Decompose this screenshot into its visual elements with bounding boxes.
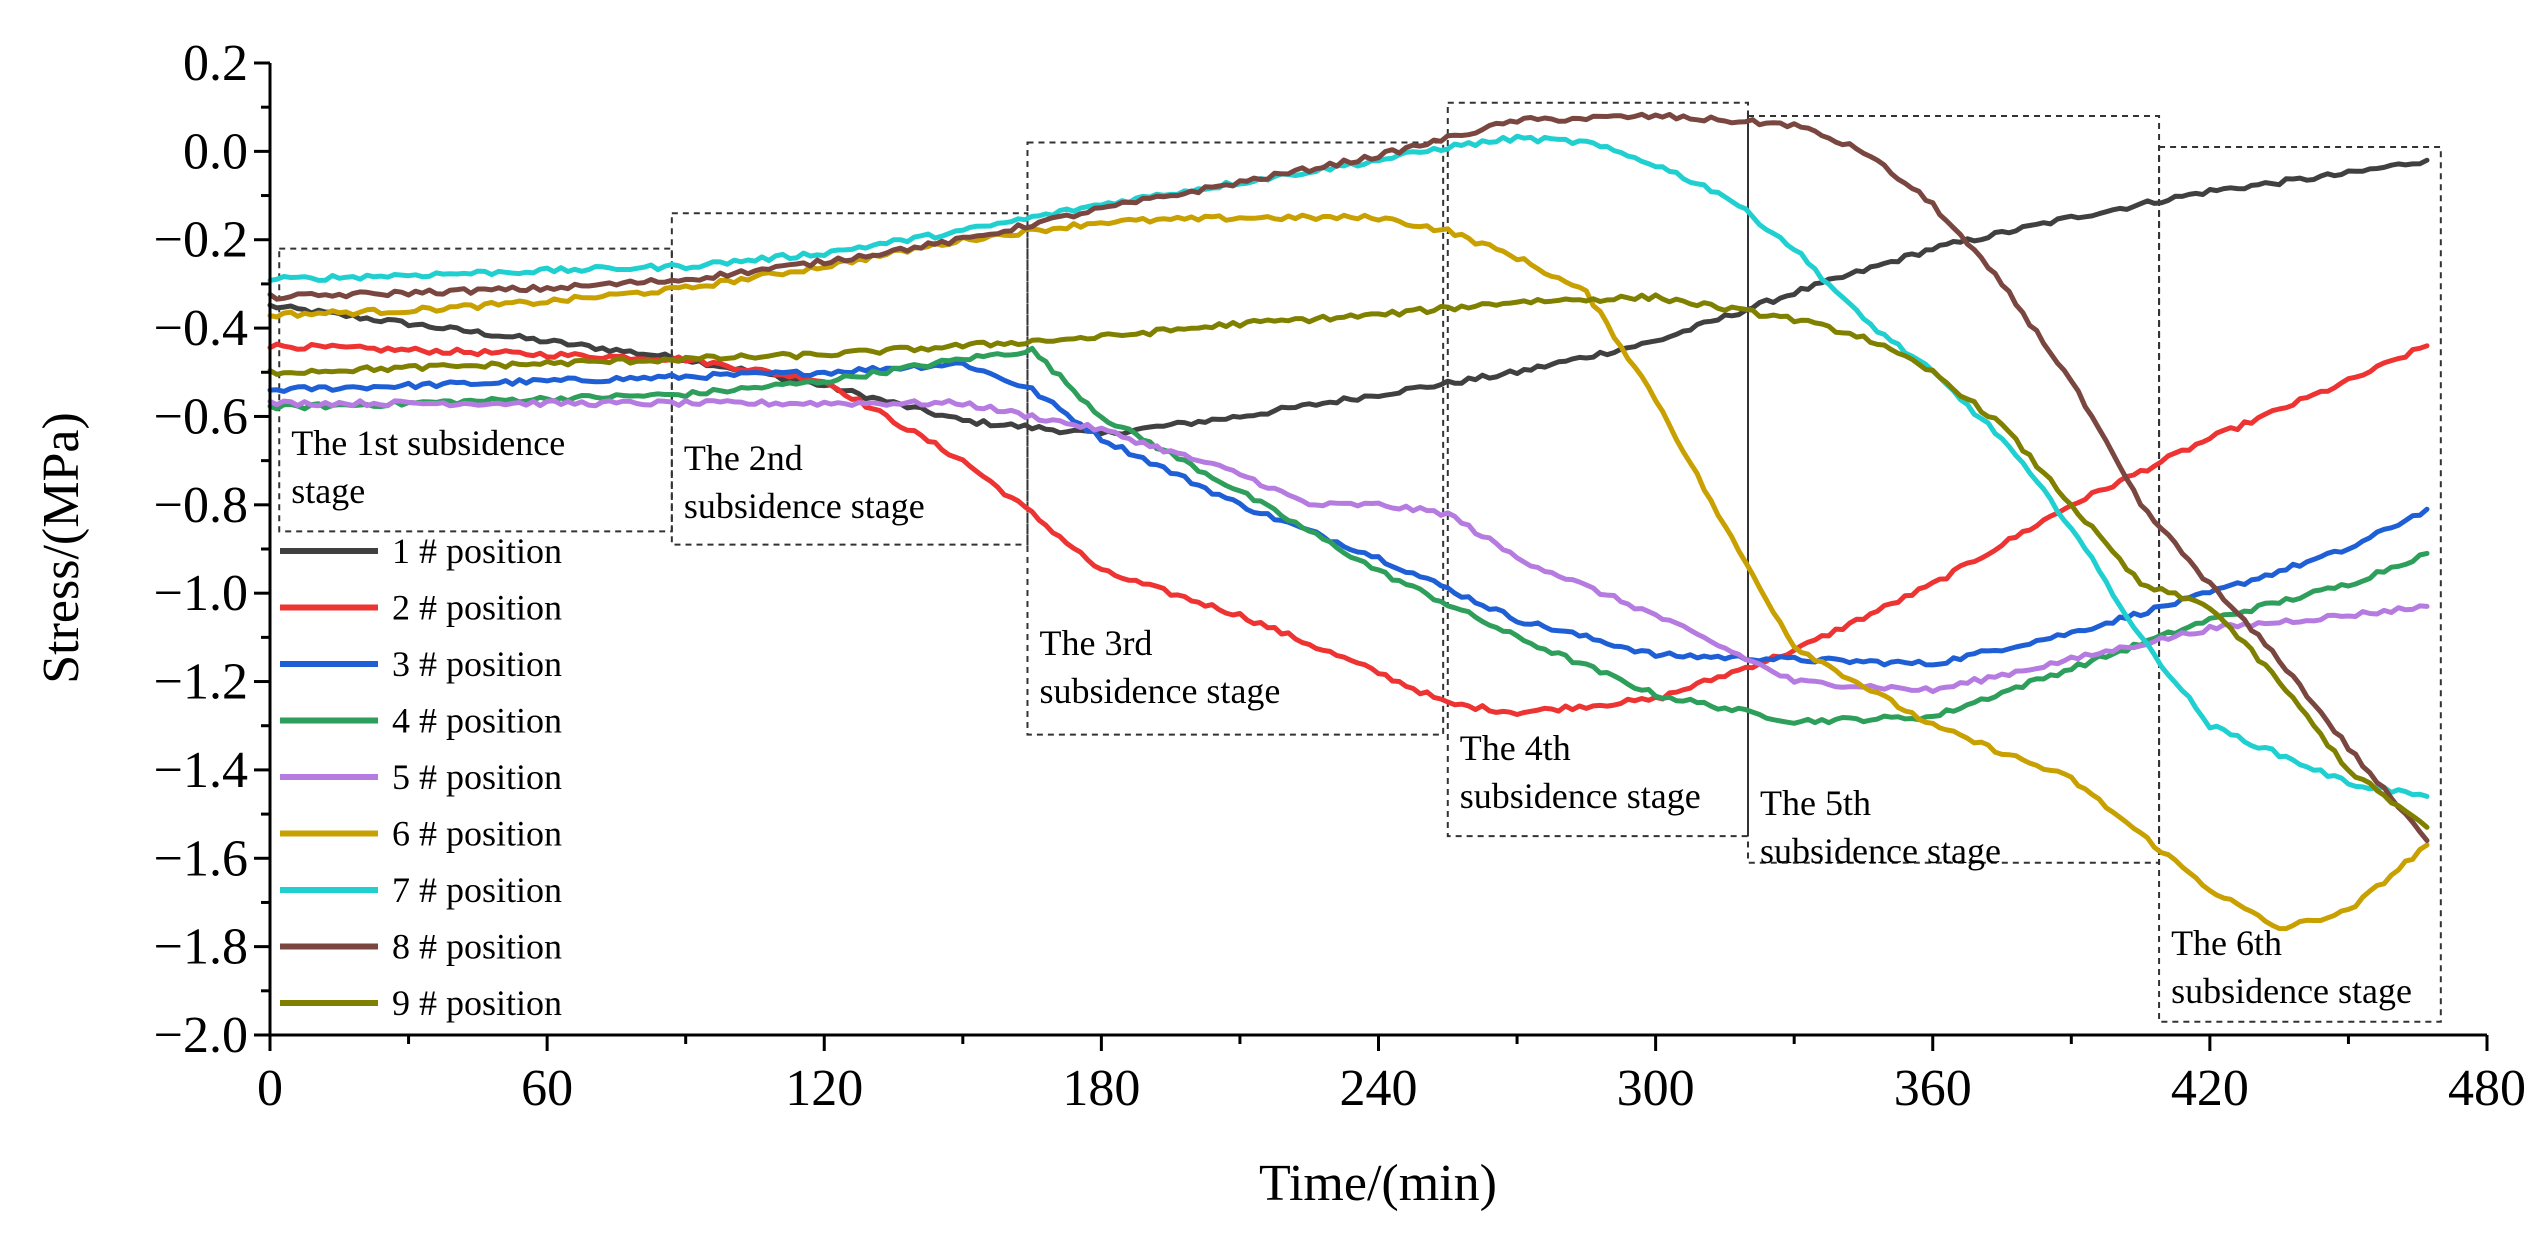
series-line-4 [267, 345, 2430, 726]
y-tick-label-6: −1.0 [154, 565, 248, 622]
x-tick-label-360: 360 [1894, 1060, 1972, 1117]
y-ticks: 0.2 0.0 −0.2 −0.4 −0.6 −0.8 −1.0 −1.2 −1.4 −1.6 −1… [154, 35, 270, 1064]
stage-label-4-line-2: subsidence stage [1460, 776, 1701, 816]
y-tick-label-4: −0.6 [154, 388, 248, 445]
y-tick-label-3: −0.4 [154, 300, 248, 357]
series-line-9 [267, 292, 2430, 830]
y-tick-label-10: −1.8 [154, 919, 248, 976]
x-tick-label-0: 0 [257, 1060, 283, 1117]
series-line-2 [267, 341, 2430, 717]
y-axis-title: Stress/(MPa) [33, 412, 90, 684]
stage-label-1-line-2: stage [291, 471, 365, 511]
stage-box-6 [2158, 145, 2442, 1023]
legend-label-6: 6 # position [392, 814, 562, 854]
legend-label-8: 8 # position [392, 927, 562, 967]
stage-label-3-line-2: subsidence stage [1039, 671, 1280, 711]
stage-label-4-line-1: The 4th [1460, 728, 1571, 768]
stage-box-3 [1026, 141, 1445, 736]
y-tick-label-0: 0.2 [183, 35, 248, 92]
legend-label-1: 1 # position [392, 531, 562, 571]
x-tick-label-120: 120 [785, 1060, 863, 1117]
y-tick-label-2: −0.2 [154, 212, 248, 269]
legend: 1 # position 2 # position 3 # position 4 # … [280, 531, 562, 1023]
x-tick-label-60: 60 [521, 1060, 573, 1117]
series-line-8 [267, 111, 2430, 844]
x-tick-label-300: 300 [1617, 1060, 1695, 1117]
series-line-7 [267, 133, 2430, 799]
legend-label-4: 4 # position [392, 701, 562, 741]
stage-box-2 [670, 212, 1029, 546]
y-tick-label-5: −0.8 [154, 477, 248, 534]
legend-label-5: 5 # position [392, 757, 562, 797]
stage-label-3-line-1: The 3rd [1039, 623, 1152, 663]
legend-label-7: 7 # position [392, 870, 562, 910]
axes [268, 63, 2487, 1037]
series-line-3 [267, 360, 2430, 668]
y-tick-label-7: −1.2 [154, 654, 248, 711]
x-tick-label-420: 420 [2171, 1060, 2249, 1117]
x-tick-label-480: 480 [2448, 1060, 2526, 1117]
stage-label-6-line-2: subsidence stage [2171, 971, 2412, 1011]
series-line-5 [267, 398, 2430, 695]
series-line-1 [267, 157, 2430, 437]
y-tick-label-1: 0.0 [183, 123, 248, 180]
x-tick-label-240: 240 [1340, 1060, 1418, 1117]
stage-label-5-line-1: The 5th [1760, 783, 1871, 823]
x-ticks: 0 60 120 180 240 300 360 420 480 [257, 1035, 2526, 1117]
legend-label-3: 3 # position [392, 644, 562, 684]
y-tick-label-8: −1.4 [154, 742, 248, 799]
stage-label-2-line-2: subsidence stage [684, 486, 925, 526]
y-tick-label-9: −1.6 [154, 830, 248, 887]
legend-label-2: 2 # position [392, 588, 562, 628]
stage-box-1 [278, 247, 673, 533]
series-line-6 [267, 212, 2430, 932]
stage-label-1-line-1: The 1st subsidence [291, 423, 565, 463]
y-tick-label-11: −2.0 [154, 1007, 248, 1064]
stage-label-6-line-1: The 6th [2171, 923, 2282, 963]
series-lines [267, 111, 2430, 932]
stage-box-4 [1446, 101, 1749, 838]
stage-annotations: The 1st subsidence stage The 2nd subsidence… [278, 101, 2442, 1023]
stage-label-2-line-1: The 2nd [684, 438, 803, 478]
x-axis-title: Time/(min) [1259, 1155, 1497, 1212]
legend-label-9: 9 # position [392, 983, 562, 1023]
stage-label-5-line-2: subsidence stage [1760, 831, 2001, 871]
x-tick-label-180: 180 [1062, 1060, 1140, 1117]
